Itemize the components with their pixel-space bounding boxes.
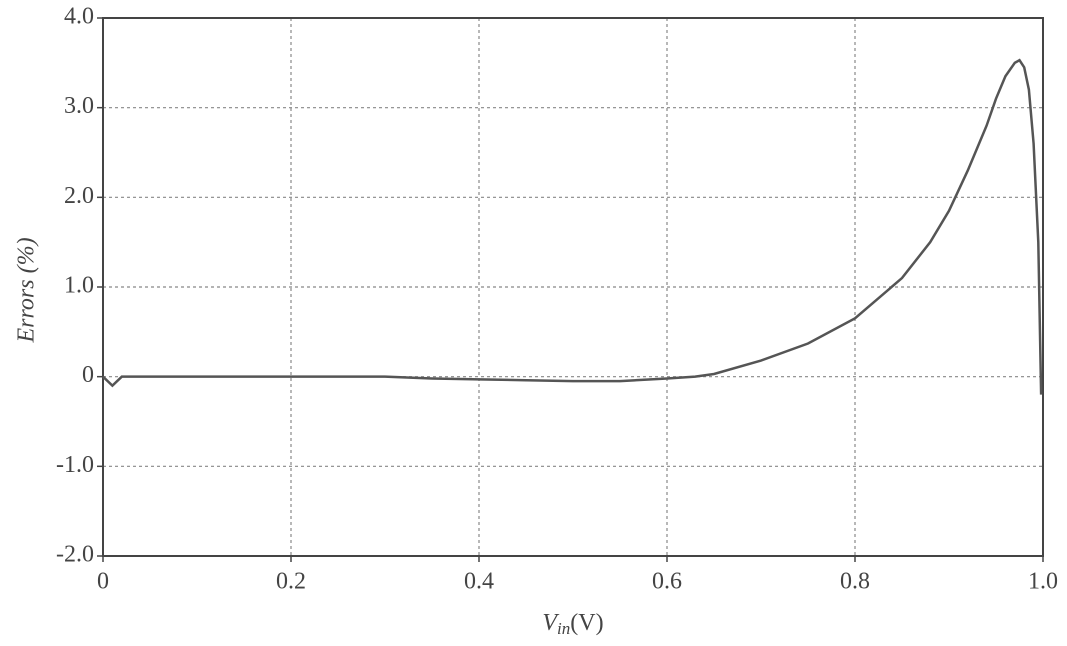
x-tick-label: 1.0	[1028, 569, 1058, 595]
x-tick-label: 0.4	[464, 569, 494, 595]
x-axis-label: Vin(V)	[542, 610, 603, 638]
x-label-subscript: in	[557, 619, 570, 638]
y-tick-label: -2.0	[56, 542, 94, 568]
y-tick-label: 3.0	[64, 93, 94, 119]
y-tick-label: 4.0	[64, 4, 94, 30]
y-tick-label: 1.0	[64, 273, 94, 299]
y-tick-label: 2.0	[64, 183, 94, 209]
x-tick-label: 0.2	[276, 569, 306, 595]
y-tick-label: -1.0	[56, 452, 94, 478]
x-tick-label: 0.8	[840, 569, 870, 595]
x-label-unit: (V)	[570, 610, 603, 636]
x-label-symbol: V	[542, 610, 559, 636]
y-axis-label: Errors (%)	[14, 237, 40, 343]
x-tick-label: 0.6	[652, 569, 682, 595]
x-tick-label: 0	[97, 569, 109, 595]
y-tick-label: 0	[82, 362, 94, 388]
data-line	[102, 58, 1043, 395]
plot-frame	[102, 17, 1044, 557]
